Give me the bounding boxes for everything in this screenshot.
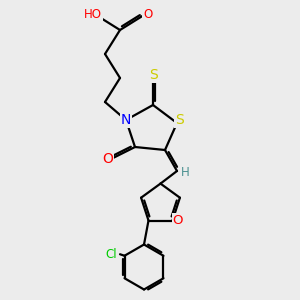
Text: H: H bbox=[181, 166, 190, 179]
Text: N: N bbox=[121, 113, 131, 127]
Text: O: O bbox=[172, 214, 183, 227]
Text: S: S bbox=[148, 68, 158, 82]
Text: Cl: Cl bbox=[105, 248, 117, 261]
Text: HO: HO bbox=[84, 8, 102, 22]
Text: O: O bbox=[143, 8, 152, 22]
Text: O: O bbox=[102, 152, 113, 166]
Text: S: S bbox=[175, 113, 184, 127]
